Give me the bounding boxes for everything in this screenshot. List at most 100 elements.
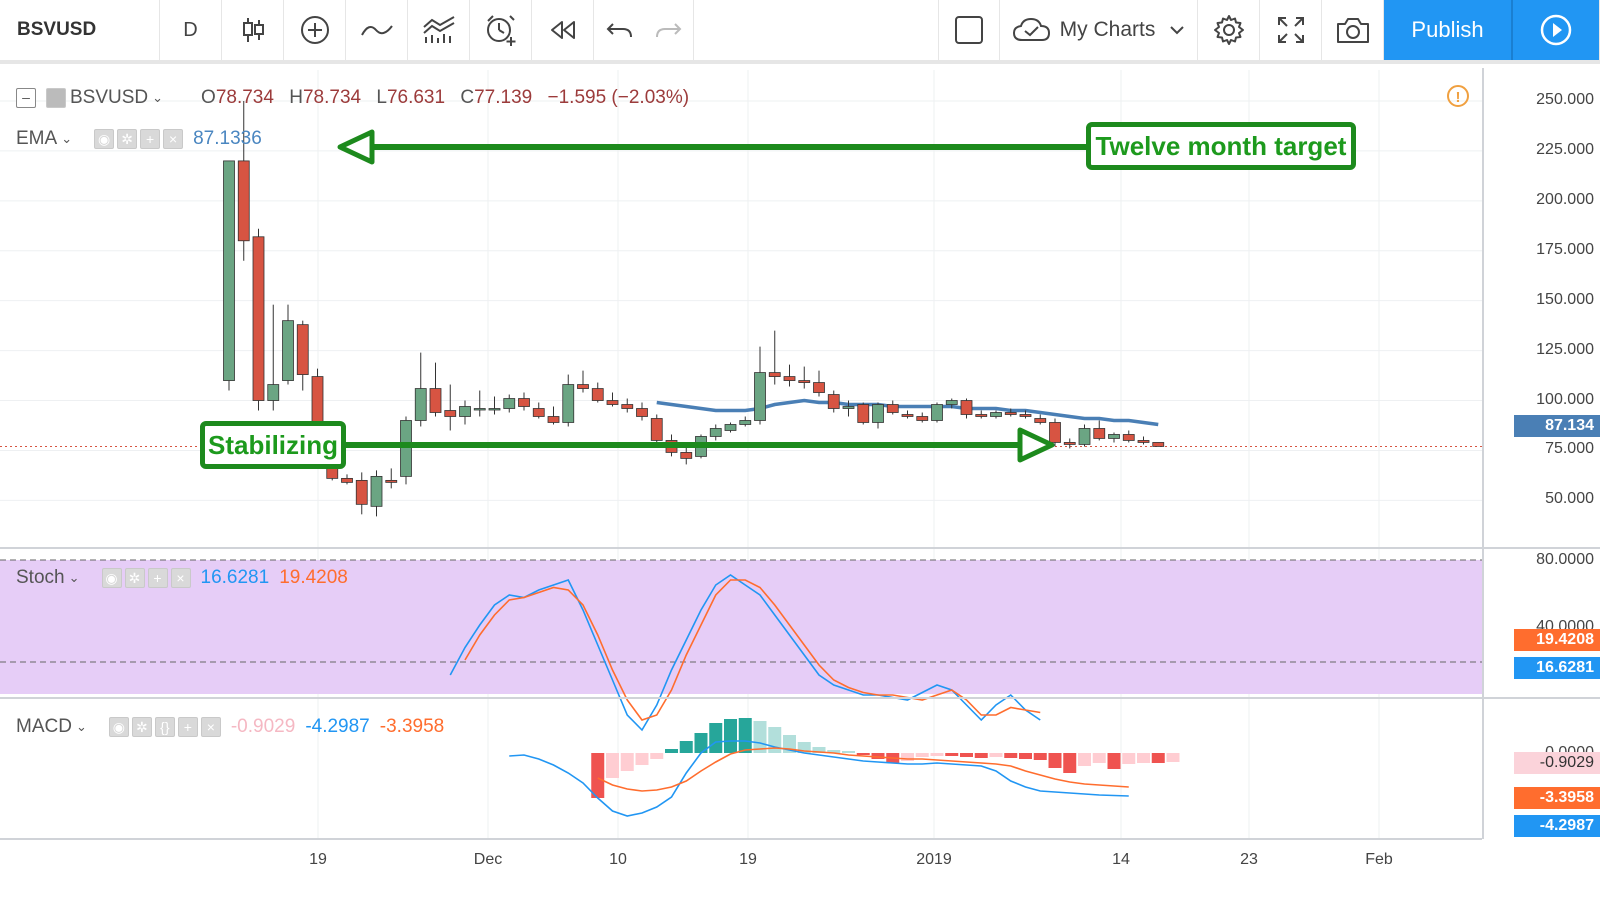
indicators-button[interactable] <box>346 0 408 60</box>
macd-hist-bar <box>1151 753 1165 763</box>
time-axis-label: 23 <box>1240 851 1258 868</box>
macd-legend: MACD ⌄ ◉ ✲{} + × -0.9029 -4.2987 -3.3958 <box>16 716 444 738</box>
plus-icon[interactable]: + <box>140 129 161 149</box>
candle-body <box>429 388 442 413</box>
macd-signal-value: -3.3958 <box>379 716 445 737</box>
alert-button[interactable] <box>470 0 532 60</box>
top-toolbar: BSVUSD D My Charts Publish <box>0 0 1600 64</box>
source-code-icon[interactable]: {} <box>154 717 175 737</box>
symbol-search-button[interactable]: BSVUSD <box>0 0 160 60</box>
candle <box>1152 442 1165 447</box>
eye-icon[interactable]: ◉ <box>101 568 122 588</box>
layout-button[interactable] <box>938 0 1000 60</box>
symbol-legend[interactable]: BSVUSD ⌄ <box>46 87 163 109</box>
candle-body <box>621 404 634 409</box>
plus-circle-icon <box>300 16 329 44</box>
candle <box>296 320 309 391</box>
price-axis-label: 250.000 <box>1536 91 1594 108</box>
candle-body <box>385 479 398 483</box>
undo-icon[interactable] <box>605 19 635 41</box>
candles-icon <box>242 18 264 42</box>
candle <box>901 410 914 419</box>
candle <box>1108 432 1120 443</box>
macd-hist-bar <box>871 753 885 759</box>
macd-hist-bar <box>1137 753 1150 763</box>
gear-icon[interactable]: ✲ <box>124 568 145 588</box>
price-axis-label: 225.000 <box>1536 140 1594 158</box>
close-icon[interactable]: × <box>170 568 191 588</box>
gear-icon[interactable]: ✲ <box>117 129 138 149</box>
fullscreen-icon <box>1277 17 1304 43</box>
redo-icon[interactable] <box>653 19 683 41</box>
candle <box>473 390 486 417</box>
chart-canvas[interactable] <box>0 64 1600 900</box>
macd-hist-bar <box>1033 753 1047 760</box>
financials-button[interactable] <box>408 0 470 60</box>
stoch-title[interactable]: Stoch ⌄ <box>16 567 80 589</box>
candle-body <box>842 406 855 409</box>
plus-icon[interactable]: + <box>177 717 198 737</box>
gear-icon[interactable]: ✲ <box>131 717 152 737</box>
candle-body <box>459 406 471 417</box>
candle <box>503 394 516 413</box>
candle-body <box>724 424 737 431</box>
ema-price-tag: 87.134 <box>1514 415 1600 437</box>
eye-icon[interactable]: ◉ <box>94 129 115 149</box>
candle <box>532 402 545 419</box>
close-icon[interactable]: × <box>163 129 184 149</box>
candle-body <box>267 384 280 401</box>
macd-hist-bar <box>753 721 767 753</box>
ema-title[interactable]: EMA ⌄ <box>16 128 72 150</box>
candle <box>355 472 368 515</box>
snapshot-button[interactable] <box>1322 0 1384 60</box>
candle <box>945 398 958 409</box>
candle-body <box>916 416 929 421</box>
stoch-d-line <box>464 579 1041 721</box>
candle-body <box>945 400 958 405</box>
candle <box>341 474 353 485</box>
warning-icon[interactable]: ! <box>1447 85 1469 107</box>
publish-button[interactable]: Publish <box>1384 0 1512 60</box>
price-axis-label: 75.000 <box>1545 440 1594 458</box>
candle-body <box>739 420 752 425</box>
compare-symbol-button[interactable] <box>284 0 346 60</box>
candle-body <box>237 160 250 242</box>
stoch-k-tag: 16.6281 <box>1514 657 1600 679</box>
eye-icon[interactable]: ◉ <box>108 717 129 737</box>
replay-button[interactable] <box>532 0 594 60</box>
settings-button[interactable] <box>1198 0 1260 60</box>
high-value: 78.734 <box>302 87 362 108</box>
time-axis-label: 14 <box>1112 851 1130 868</box>
candle-body <box>709 428 722 437</box>
candle-body <box>975 414 988 417</box>
candle-body <box>562 384 575 423</box>
candle <box>724 422 737 433</box>
interval-button[interactable]: D <box>160 0 222 60</box>
candle-body <box>1093 428 1106 439</box>
candle <box>680 446 693 465</box>
candle <box>739 416 752 427</box>
macd-hist-bar <box>1004 753 1018 758</box>
my-charts-button[interactable]: My Charts <box>1000 0 1198 60</box>
macd-hist-bar <box>915 753 929 757</box>
collapse-icon[interactable]: – <box>16 88 36 108</box>
chart-type-button[interactable] <box>222 0 284 60</box>
candle-body <box>857 404 870 423</box>
candle <box>577 370 589 393</box>
fullscreen-button[interactable] <box>1260 0 1322 60</box>
macd-hist-bar <box>1019 753 1032 759</box>
plus-icon[interactable]: + <box>147 568 168 588</box>
publish-idea-button[interactable] <box>1512 0 1600 60</box>
macd-title[interactable]: MACD ⌄ <box>16 716 87 738</box>
close-icon[interactable]: × <box>200 717 221 737</box>
legend-symbol: BSVUSD <box>70 87 149 108</box>
candle <box>385 468 398 489</box>
macd-hist-bar <box>738 718 752 753</box>
candle-body <box>296 324 309 375</box>
candle-body <box>960 400 973 415</box>
macd-hist-bar <box>1107 753 1121 769</box>
macd-hist-bar <box>856 753 870 755</box>
candle-body <box>886 404 899 413</box>
time-axis-label: Feb <box>1365 851 1393 868</box>
candle <box>400 416 412 485</box>
